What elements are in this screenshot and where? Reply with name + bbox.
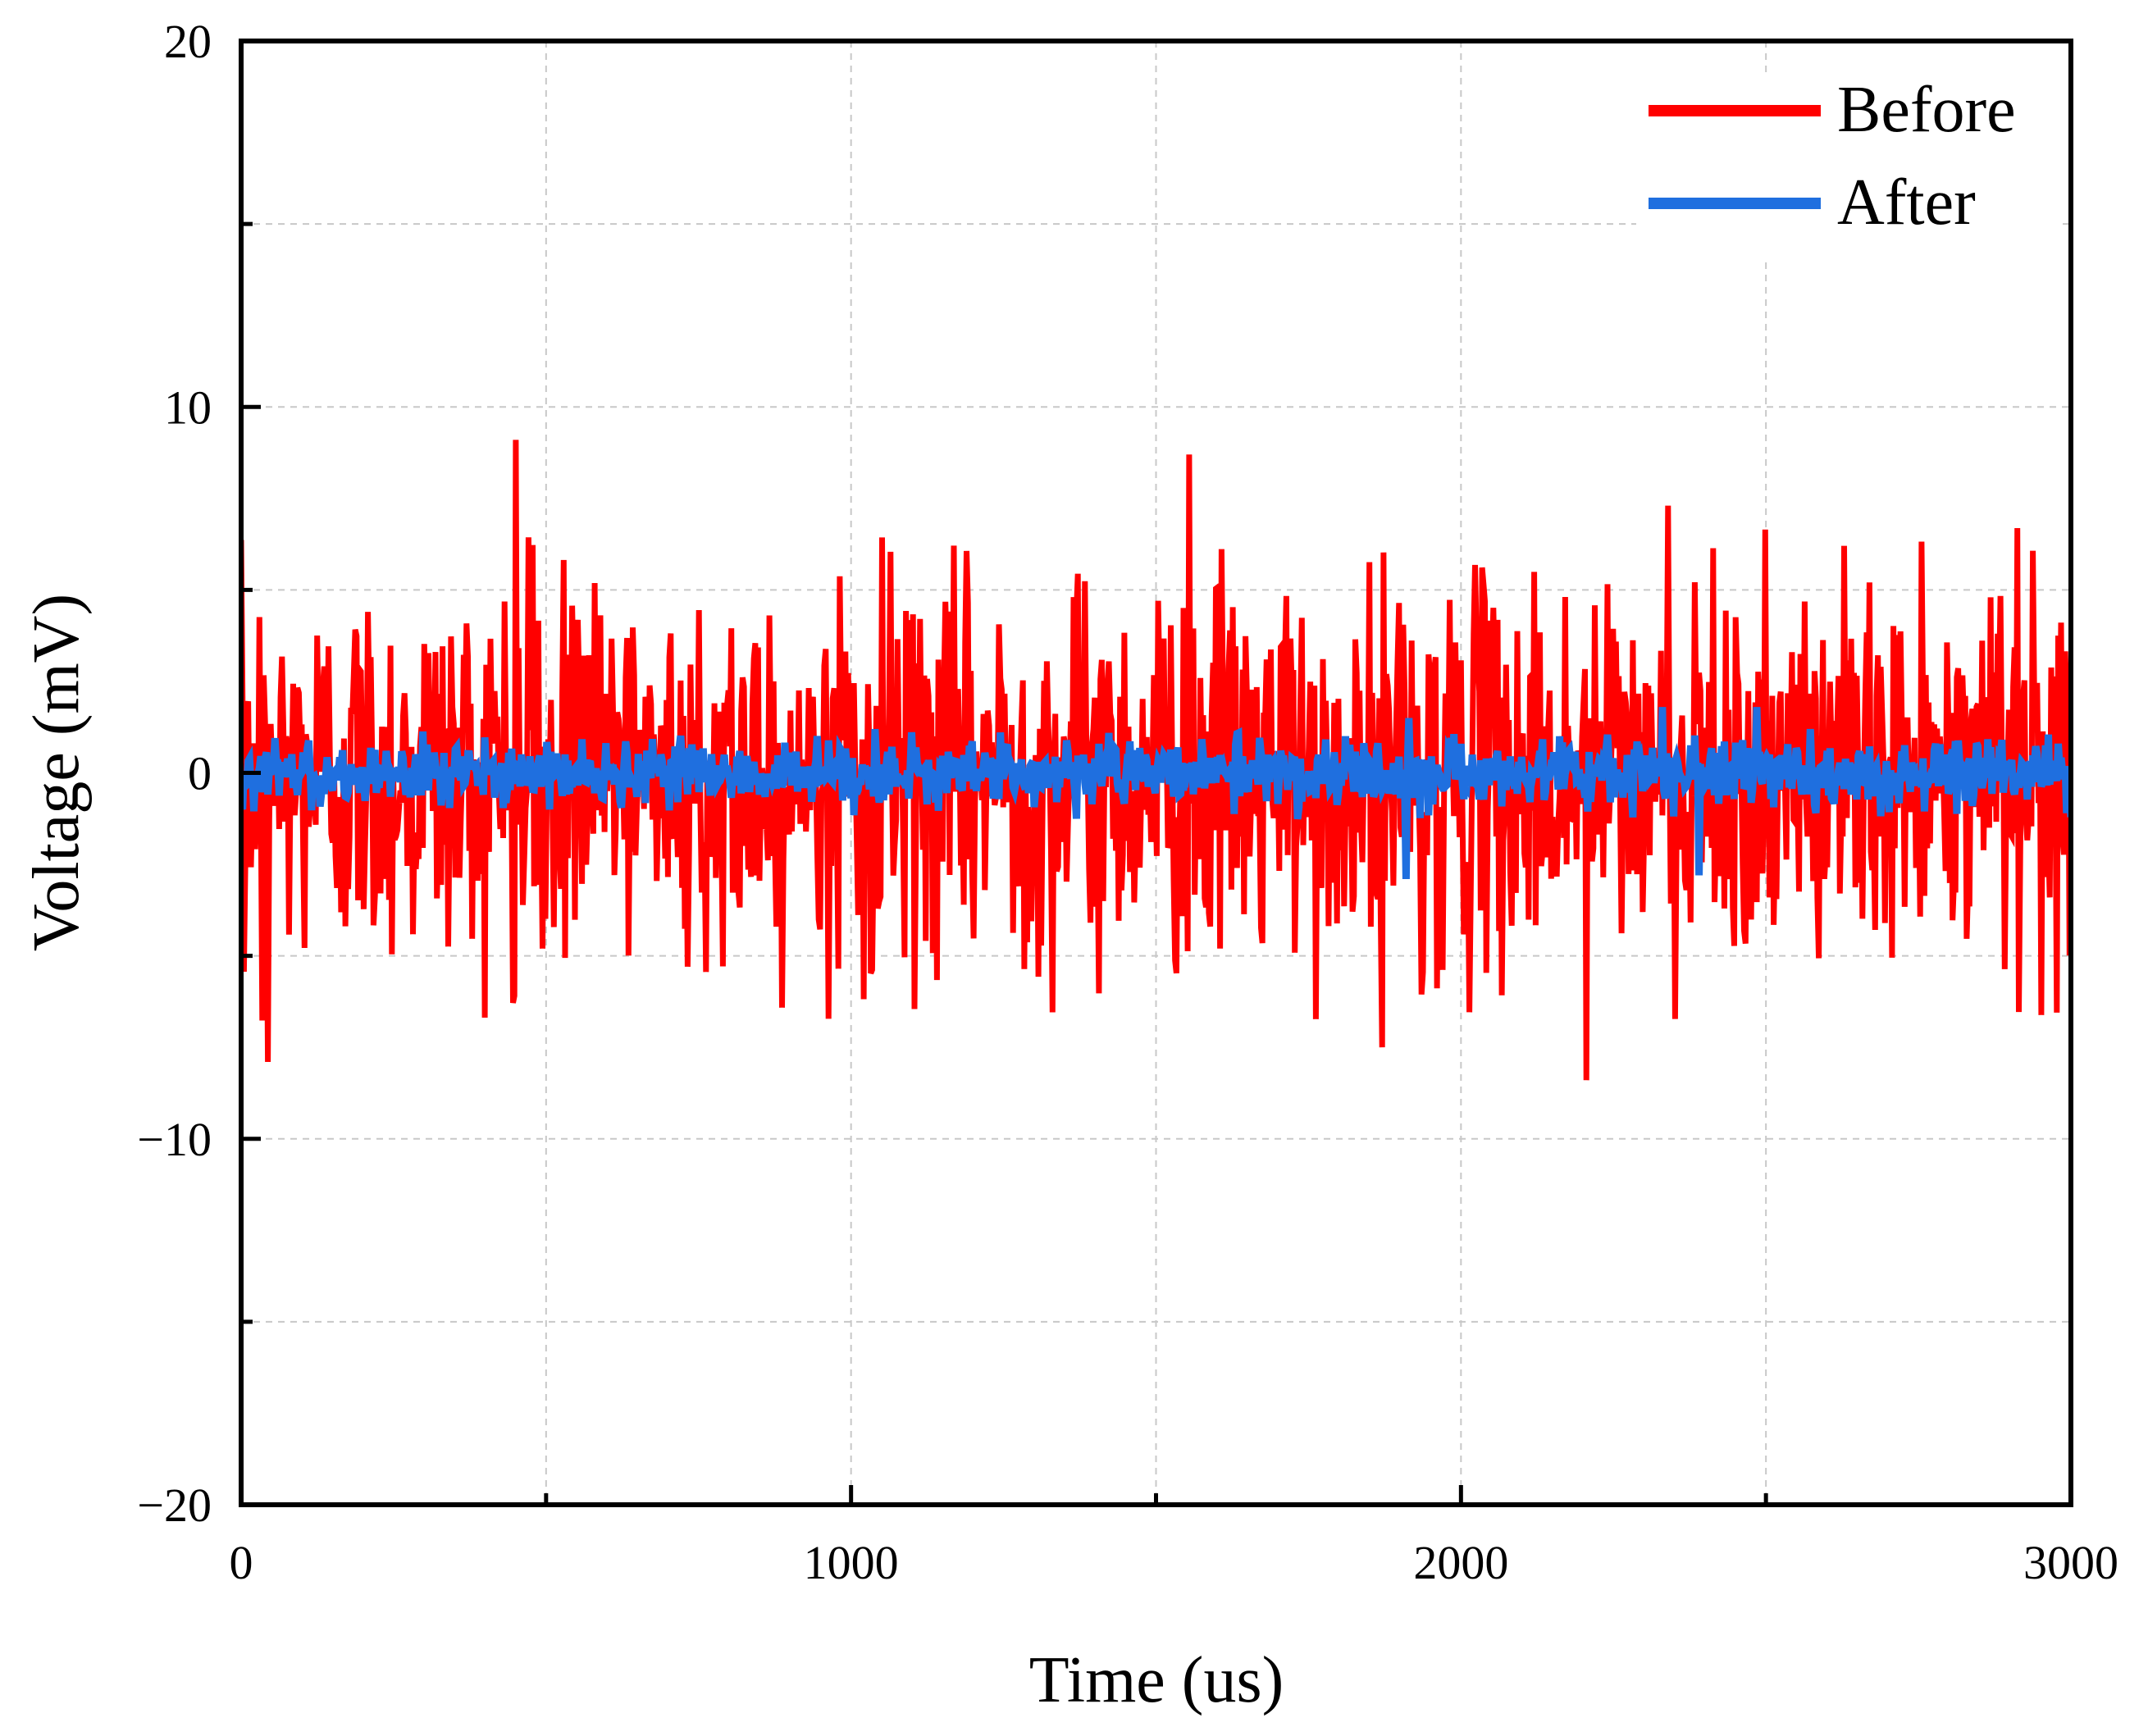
x-tick-label: 2000: [1413, 1536, 1508, 1589]
legend-label-after: After: [1837, 166, 1976, 239]
legend: Before After: [1636, 74, 2063, 258]
y-tick-label: 10: [164, 380, 212, 434]
tick-labels: 0 1000 2000 3000 −20 −10 0 10 20: [137, 15, 2118, 1589]
x-tick-label: 0: [230, 1536, 253, 1589]
legend-label-before: Before: [1837, 74, 2016, 146]
y-axis-title: Voltage (mV): [21, 594, 93, 951]
series-line-after: [241, 707, 2071, 879]
y-tick-label: 20: [164, 15, 212, 68]
y-tick-label: −20: [137, 1479, 212, 1532]
y-tick-label: 0: [188, 747, 212, 800]
x-tick-label: 3000: [2023, 1536, 2118, 1589]
series-group: [241, 440, 2071, 1081]
plot-area: [241, 440, 2071, 1081]
series-line-before: [241, 440, 2071, 1081]
x-tick-label: 1000: [804, 1536, 899, 1589]
axis-ticks: [239, 39, 2073, 1507]
x-axis-title: Time (us): [1029, 1644, 1284, 1716]
y-tick-label: −10: [137, 1113, 212, 1166]
